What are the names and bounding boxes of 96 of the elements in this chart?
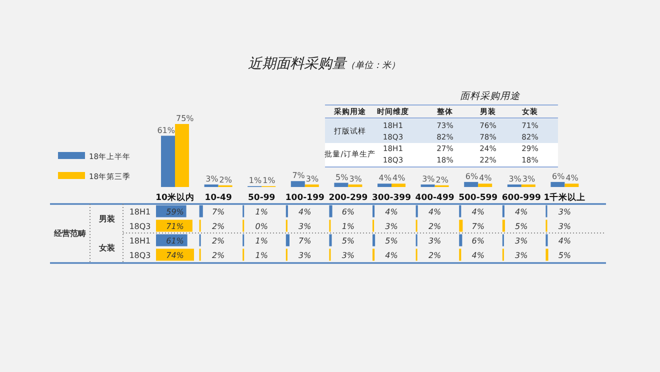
x-tick-label: 300-399 <box>372 193 412 203</box>
text: 3% <box>515 250 528 260</box>
bar <box>175 124 189 187</box>
data-label: 5% <box>335 172 349 182</box>
text: 面料采购用途 <box>460 91 521 102</box>
category-label: 18Q3 <box>129 222 151 231</box>
text: 2% <box>428 250 442 260</box>
data-label: 3% <box>508 174 522 184</box>
x-tick-label: 600-999 <box>502 193 541 203</box>
text: 1% <box>255 250 268 260</box>
text: 59% <box>166 207 184 216</box>
text: 4% <box>472 250 484 260</box>
text: 2% <box>212 236 225 246</box>
text: 4% <box>472 207 484 216</box>
text: 男装 <box>98 214 116 224</box>
category-label: 18Q3 <box>129 250 151 260</box>
text: 3% <box>298 250 312 260</box>
data-label: 3% <box>206 174 219 184</box>
data-label: 4% <box>378 174 392 183</box>
data-label: 1% <box>248 176 262 186</box>
text: 3% <box>558 207 572 216</box>
text: 4% <box>515 207 528 216</box>
text: 4% <box>298 207 312 216</box>
data-label: 2% <box>436 175 449 184</box>
data-label: 3% <box>422 174 436 184</box>
text: 1% <box>255 207 268 216</box>
bar <box>290 181 305 187</box>
text: 0% <box>255 222 268 231</box>
bar <box>507 184 522 187</box>
bar <box>550 182 565 187</box>
bar <box>478 184 492 187</box>
text: 3% <box>558 222 572 231</box>
text: 5% <box>515 222 528 231</box>
text: 7% <box>298 236 312 246</box>
data-label: 1% <box>262 176 276 186</box>
bar <box>521 184 536 187</box>
bar <box>564 184 579 187</box>
text: 7% <box>212 207 225 216</box>
text: 61% <box>166 236 184 246</box>
data-label: 3% <box>306 174 319 184</box>
text: 2% <box>212 250 225 260</box>
text: 女装 <box>98 244 116 252</box>
text: 3% <box>342 250 355 260</box>
x-tick-label: 10-49 <box>204 193 232 203</box>
text: 2% <box>428 222 442 231</box>
x-tick-label: 10米以内 <box>156 192 194 203</box>
bar <box>161 136 175 187</box>
text: 3% <box>385 222 398 231</box>
data-label: 6% <box>465 172 478 181</box>
x-tick-label: 50-99 <box>248 193 276 203</box>
x-tick-label: 100-199 <box>285 193 324 203</box>
data-label: 75% <box>176 114 194 123</box>
data-label: 4% <box>392 174 406 183</box>
text: 5% <box>558 250 572 260</box>
text: 74% <box>166 250 184 260</box>
x-tick-label: 1千米以上 <box>544 192 586 203</box>
x-tick-label: 200-299 <box>328 193 368 203</box>
text: 经营范畴 <box>53 229 86 238</box>
text: 4% <box>385 207 398 216</box>
data-label: 3% <box>522 174 536 184</box>
data-label: 3% <box>349 174 362 184</box>
category-label: 18H1 <box>129 207 151 216</box>
text: 1% <box>342 222 355 231</box>
text: 3% <box>428 236 442 246</box>
bar <box>304 184 319 187</box>
bar <box>334 182 348 187</box>
text: 4% <box>558 236 572 246</box>
bar <box>392 184 406 187</box>
text: 4% <box>428 207 442 216</box>
category-label: 18H1 <box>129 236 151 246</box>
data-label: 2% <box>219 175 232 184</box>
data-label: 61% <box>157 126 176 135</box>
text: 1% <box>255 236 268 246</box>
text: 6% <box>342 207 355 216</box>
text: 5% <box>342 236 355 246</box>
bar <box>378 184 392 187</box>
text: 6% <box>472 236 484 246</box>
bar <box>204 184 218 187</box>
bar <box>348 184 362 187</box>
bar <box>464 182 478 187</box>
text: 3% <box>515 236 528 246</box>
text: 7% <box>472 222 484 231</box>
text: 5% <box>385 236 398 246</box>
x-tick-label: 500-599 <box>458 193 498 203</box>
data-label: 6% <box>552 172 566 181</box>
text: 3% <box>298 222 312 231</box>
chart-subtitle: （单位：米） <box>346 60 400 71</box>
bar <box>420 184 435 187</box>
data-label: 4% <box>566 174 579 183</box>
data-label: 4% <box>479 174 492 183</box>
data-label: 7% <box>292 171 306 180</box>
text: 71% <box>166 222 184 231</box>
x-tick-label: 400-499 <box>415 193 454 203</box>
text: 2% <box>212 222 225 231</box>
chart-title: 近期面料采购量 <box>248 56 348 72</box>
text: 4% <box>385 250 398 260</box>
